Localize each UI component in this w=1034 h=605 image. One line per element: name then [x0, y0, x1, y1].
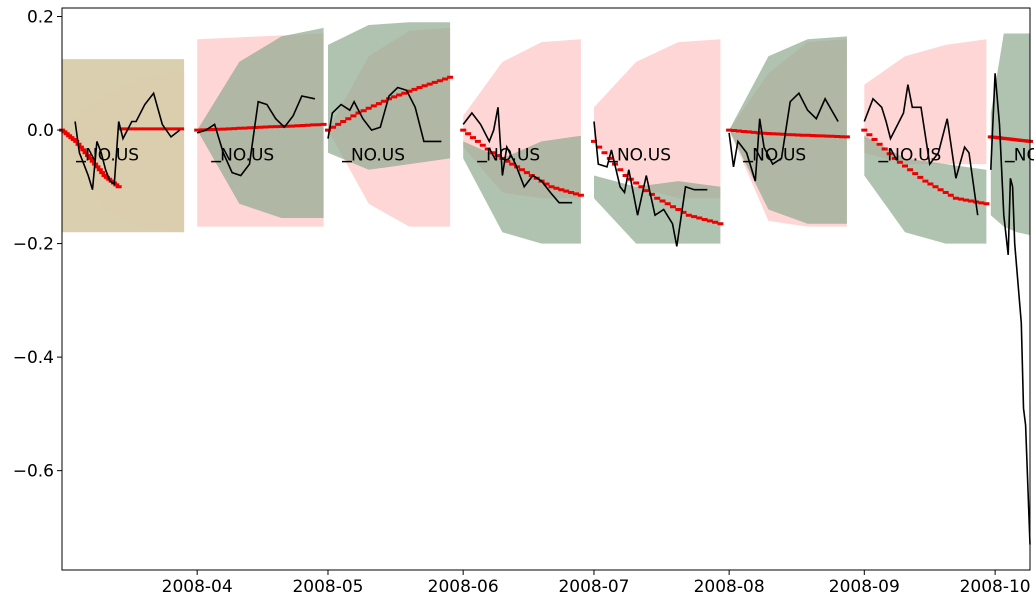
actual-line-4: [593, 121, 708, 247]
x-tick-label-5: 2008-09: [829, 577, 900, 597]
y-tick-label-2: −0.2: [13, 235, 54, 255]
actual-line-7: [990, 73, 1031, 545]
band-green-3: [463, 135, 581, 244]
segment-label-7: NO.US: [1014, 146, 1034, 166]
band-red-4: [594, 39, 721, 199]
actual-lines: [74, 73, 1031, 545]
band-green-6: [864, 135, 987, 244]
segment-labels: NO.US NO.US NO.US NO.US NO.US NO.US NO.US NO.US: [76, 146, 1034, 166]
actual-line-1: [196, 95, 316, 177]
band-red-6: [864, 39, 987, 165]
forecast-line-2: [325, 75, 454, 132]
y-tick-label-4: −0.6: [13, 462, 54, 482]
x-tick-label-1: 2008-05: [292, 577, 363, 597]
band-green-4: [594, 175, 721, 244]
segment-label-0: NO.US: [85, 146, 139, 166]
x-tick-label-3: 2008-07: [558, 577, 629, 597]
segment-label-1: NO.US: [220, 146, 274, 166]
actual-line-2: [327, 86, 442, 143]
x-tick-label-0: 2008-04: [162, 577, 233, 597]
x-tick-label-6: 2008-10: [960, 577, 1031, 597]
x-tick-label-4: 2008-08: [694, 577, 765, 597]
plot-frame: [61, 7, 1031, 571]
actual-line-6: [863, 84, 979, 216]
forecast-line-7: [987, 135, 1033, 143]
actual-line-5: [728, 91, 839, 182]
y-axis: 0.2 0.0 −0.2 −0.4 −0.6: [13, 8, 62, 482]
segment-label-5: NO.US: [752, 146, 806, 166]
x-tick-label-2: 2008-06: [428, 577, 499, 597]
forecast-line-5: [726, 128, 850, 139]
actual-line-0: [74, 91, 181, 190]
band-green-5: [729, 36, 847, 224]
segment-label-4: NO.US: [617, 146, 671, 166]
x-axis: 2008-04 2008-05 2008-06 2008-07 2008-08 2008-…: [162, 570, 1031, 597]
y-tick-label-3: −0.4: [13, 348, 54, 368]
y-tick-label-1: 0.0: [27, 121, 54, 141]
confidence-bands: [62, 22, 1030, 244]
band-green-1: [197, 27, 324, 219]
band-green-7: [990, 33, 1030, 236]
forecast-line-4: [591, 139, 724, 226]
actual-line-3: [462, 107, 573, 204]
segment-label-2: NO.US: [351, 146, 405, 166]
y-tick-label-0: 0.2: [27, 8, 54, 28]
segment-label-3: NO.US: [486, 146, 540, 166]
segment-label-6: NO.US: [887, 146, 941, 166]
